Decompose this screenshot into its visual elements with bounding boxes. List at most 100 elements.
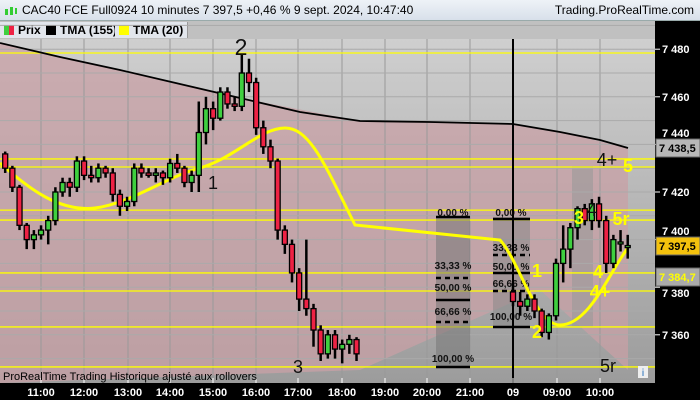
- wave-label-yellow: 4: [593, 262, 603, 282]
- fib-box-1: [436, 217, 470, 367]
- legend-label: TMA (20): [133, 23, 184, 37]
- x-tick-label: 16:00: [242, 387, 270, 399]
- candle: [116, 193, 124, 207]
- candle: [2, 153, 9, 169]
- candle: [195, 131, 202, 176]
- y-tick-label: 7 360: [662, 330, 690, 342]
- candle: [624, 244, 631, 249]
- candle: [617, 241, 624, 245]
- fib-label: 0,00 %: [437, 208, 468, 219]
- fib-label: 33,33 %: [435, 261, 472, 272]
- info-icon-glyph: i: [642, 368, 645, 379]
- candle: [95, 167, 102, 179]
- time-axis[interactable]: [0, 383, 700, 400]
- candle: [202, 108, 210, 134]
- candle: [517, 300, 524, 307]
- shaded-zone: [0, 43, 628, 383]
- candle: [538, 310, 545, 334]
- candle: [131, 167, 138, 203]
- candle: [331, 334, 339, 350]
- legend-label: TMA (155): [60, 23, 117, 37]
- candle: [281, 229, 288, 246]
- candle: [224, 91, 231, 105]
- candle: [524, 298, 531, 307]
- fib-label: 66,66 %: [493, 279, 530, 290]
- candle: [552, 262, 560, 317]
- candle: [296, 272, 303, 300]
- candle: [353, 338, 360, 355]
- legend-label: Prix: [18, 23, 41, 37]
- candle: [23, 224, 30, 241]
- info-icon[interactable]: [638, 366, 648, 378]
- candle: [30, 234, 38, 241]
- candle: [52, 191, 59, 222]
- fib-label: 100,00 %: [490, 312, 532, 323]
- candle: [267, 146, 274, 162]
- candle: [252, 81, 260, 129]
- x-tick-label: 21:00: [456, 387, 484, 399]
- candle: [159, 172, 167, 179]
- candle: [610, 238, 617, 265]
- candle: [588, 203, 596, 222]
- x-tick-label: 12:00: [70, 387, 98, 399]
- y-tick-label: 7 420: [662, 187, 690, 199]
- candle: [123, 200, 131, 207]
- candle: [310, 307, 317, 331]
- x-tick-label: 17:00: [284, 387, 312, 399]
- candle: [245, 72, 253, 84]
- candle: [102, 167, 109, 174]
- candle: [9, 167, 16, 188]
- footer-note: ProRealTime Trading Historique ajusté au…: [3, 371, 257, 383]
- candle: [339, 343, 346, 350]
- wave-label-yellow: 3: [574, 208, 584, 228]
- candle: [45, 219, 52, 231]
- candle: [560, 248, 567, 265]
- tma155-line: [0, 42, 629, 149]
- wave-label-yellow: 5r: [612, 209, 629, 229]
- wave-label: 4: [587, 200, 597, 220]
- site-name[interactable]: Trading.ProRealTime.com: [554, 3, 694, 17]
- fib-label: 50,00 %: [435, 283, 472, 294]
- candle: [274, 160, 281, 231]
- candle: [73, 160, 81, 188]
- y-tick-label: 7 400: [662, 226, 690, 238]
- candlestick-icon: [4, 4, 18, 24]
- candle: [260, 127, 267, 148]
- wave-label: 1: [208, 173, 218, 193]
- x-tick-label: 19:00: [371, 387, 399, 399]
- price-tag-tma20: [655, 267, 700, 287]
- candle: [37, 229, 45, 236]
- tma20-line: [0, 126, 630, 327]
- candle: [16, 186, 23, 226]
- legend-item-tma20[interactable]: TMA (20): [115, 22, 189, 38]
- candle: [152, 172, 159, 176]
- legend-item-price[interactable]: Prix: [0, 22, 46, 38]
- candle: [545, 315, 552, 334]
- candle: [567, 227, 574, 250]
- candle: [324, 334, 332, 355]
- price-tag-label: 7 438,5: [659, 143, 696, 155]
- fib-label: 0,00 %: [495, 208, 526, 219]
- candle: [231, 103, 238, 107]
- fib-label: 66,66 %: [435, 307, 472, 318]
- x-tick-label: 09: [507, 387, 519, 399]
- x-tick-label: 09:00: [543, 387, 571, 399]
- y-tick-label: 7 480: [662, 44, 690, 56]
- y-tick-label: 7 440: [662, 128, 690, 140]
- candle: [581, 208, 588, 222]
- x-tick-label: 13:00: [114, 387, 142, 399]
- candle: [531, 298, 538, 312]
- fib-box-3: [572, 166, 593, 327]
- wave-label-yellow: 2: [532, 322, 542, 342]
- candle: [188, 174, 195, 184]
- candle: [174, 162, 181, 169]
- candle: [80, 160, 88, 176]
- candle: [217, 91, 224, 119]
- x-tick-label: 15:00: [199, 387, 227, 399]
- price-swatch: [4, 25, 14, 35]
- wave-label-yellow: 1: [532, 261, 542, 281]
- price-axis[interactable]: [655, 39, 700, 383]
- fib-label: 100,00 %: [432, 354, 474, 365]
- candle: [59, 181, 66, 193]
